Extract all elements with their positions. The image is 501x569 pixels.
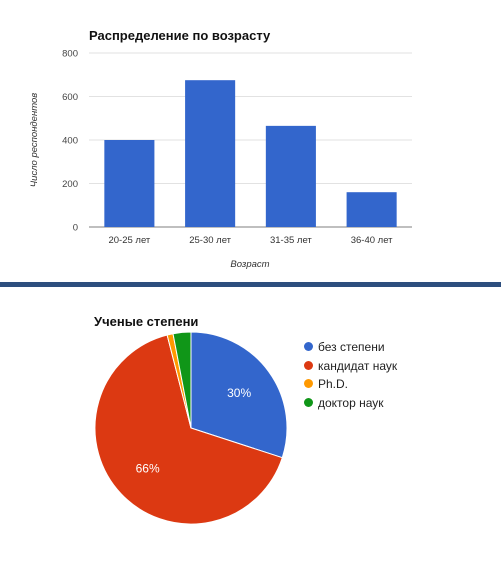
bar (104, 140, 155, 227)
legend-label: Ph.D. (318, 377, 349, 391)
bar-y-tick-label: 800 (62, 49, 78, 60)
legend-swatch (304, 379, 313, 388)
legend-swatch (304, 360, 313, 370)
legend-label: кандидат наук (318, 358, 398, 373)
section-divider (0, 282, 501, 287)
legend-label: без степени (318, 340, 385, 354)
pie-slice (172, 331, 192, 429)
legend-swatch (304, 397, 313, 407)
bar-x-tick-label: 20-25 лет (108, 235, 150, 246)
degrees-chart: Ученые степени 30% 66% без степени кандида… (0, 287, 501, 569)
bar-chart-svg: 0 200 400 600 800 20-25 лет 25-30 лет 31-35 ле… (29, 49, 412, 270)
bar-y-tick-label: 400 (62, 136, 78, 147)
bar-x-tick-label: 36-40 лет (351, 235, 393, 246)
bar-y-axis-label: Число респондентов (29, 93, 40, 188)
bar-y-tick-label: 200 (62, 179, 78, 190)
bar-x-tick-label: 25-30 лет (189, 235, 231, 246)
bar (185, 80, 236, 227)
bar (346, 192, 397, 227)
bar-chart-title: Распределение по возрасту (89, 28, 271, 43)
bar-y-tick-label: 600 (62, 92, 78, 103)
pie-chart-title: Ученые степени (94, 314, 199, 329)
bar (265, 125, 316, 227)
legend-label: доктор наук (318, 395, 384, 410)
pie-slice (190, 331, 288, 459)
bar-x-tick-label: 31-35 лет (270, 235, 312, 246)
pie-chart-svg: 30% 66% (94, 331, 288, 525)
pie-data-label: 30% (227, 386, 251, 400)
bar-y-tick-label: 0 (73, 223, 78, 234)
pie-data-label: 66% (136, 462, 160, 476)
age-distribution-chart: Распределение по возрасту 0 200 400 600 800 … (0, 0, 501, 282)
pie-slice (94, 334, 283, 525)
legend-swatch (304, 342, 313, 351)
bar-x-axis-label: Возраст (230, 259, 269, 270)
